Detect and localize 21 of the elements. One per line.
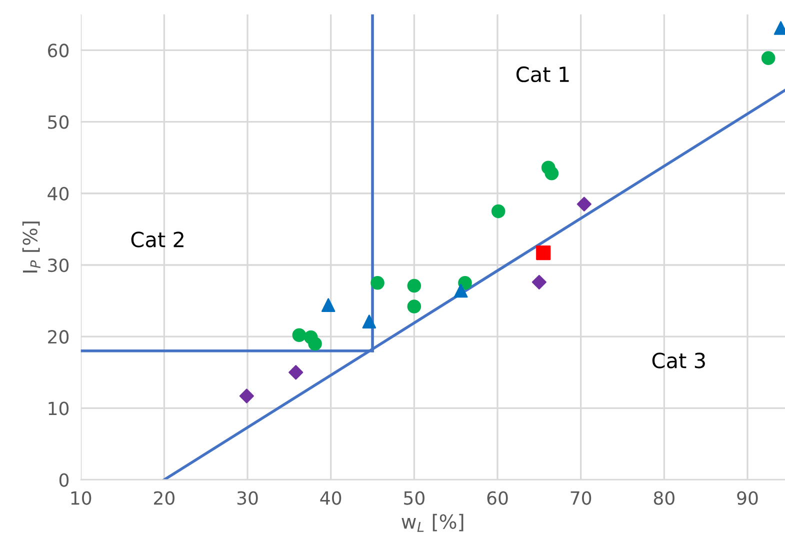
y-tick-label: 40 <box>48 186 69 201</box>
y-tick-label: 60 <box>48 44 69 58</box>
y-tick-label: 0 <box>59 473 69 487</box>
y-tick-label: 20 <box>48 330 69 344</box>
x-tick-label: 40 <box>320 491 342 505</box>
x-tick-label: 70 <box>570 491 592 505</box>
annotation: Cat 1 <box>516 66 569 82</box>
x-tick-label: 30 <box>237 491 258 505</box>
y-tick-label: 50 <box>48 115 69 129</box>
x-tick-label: 90 <box>737 491 758 505</box>
y-tick-label: 30 <box>48 258 69 272</box>
y-axis-title: I$_{P}$ [%] <box>22 222 40 272</box>
y-tick-label: 10 <box>48 402 69 416</box>
annotation: Cat 2 <box>131 232 184 248</box>
x-tick-label: 20 <box>154 491 174 505</box>
x-tick-label: 50 <box>404 491 424 505</box>
x-tick-label: 10 <box>71 491 92 505</box>
x-axis-title: w$_{L}$ [%] <box>402 514 464 532</box>
annotation: Cat 3 <box>652 352 705 368</box>
x-tick-label: 80 <box>654 491 674 505</box>
x-tick-label: 60 <box>487 491 508 505</box>
